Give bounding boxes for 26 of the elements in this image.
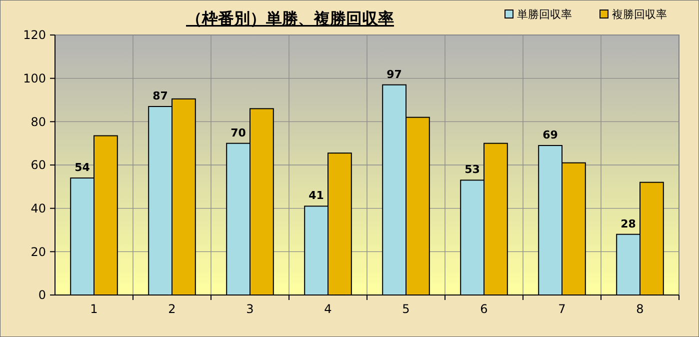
y-tick-label: 0 — [38, 288, 46, 302]
x-tick-label: 7 — [558, 302, 566, 316]
x-tick-label: 3 — [246, 302, 254, 316]
y-tick-label: 80 — [30, 114, 46, 129]
chart-title: （枠番別）単勝、複勝回収率 — [186, 9, 394, 28]
x-tick-label: 5 — [402, 302, 410, 316]
x-tick-label: 1 — [90, 302, 98, 316]
y-tick-label: 40 — [30, 202, 46, 216]
x-tick-label: 2 — [168, 302, 176, 316]
y-tick-label: 20 — [30, 244, 46, 259]
data-label: 69 — [542, 128, 558, 142]
y-tick-label: 120 — [23, 28, 46, 42]
data-label: 53 — [464, 163, 480, 176]
data-label: 97 — [386, 68, 402, 81]
data-label: 54 — [74, 161, 90, 174]
legend-label: 単勝回収率 — [517, 8, 572, 21]
x-tick-label: 8 — [636, 302, 644, 316]
data-label: 41 — [308, 189, 324, 202]
data-label: 70 — [230, 126, 246, 140]
data-label: 28 — [620, 217, 636, 230]
x-tick-label: 4 — [324, 302, 332, 316]
x-tick-label: 6 — [480, 302, 488, 316]
legend-label: 複勝回収率 — [612, 8, 667, 21]
y-tick-label: 60 — [30, 158, 46, 172]
data-label: 87 — [152, 90, 168, 102]
y-tick-label: 100 — [23, 72, 46, 86]
